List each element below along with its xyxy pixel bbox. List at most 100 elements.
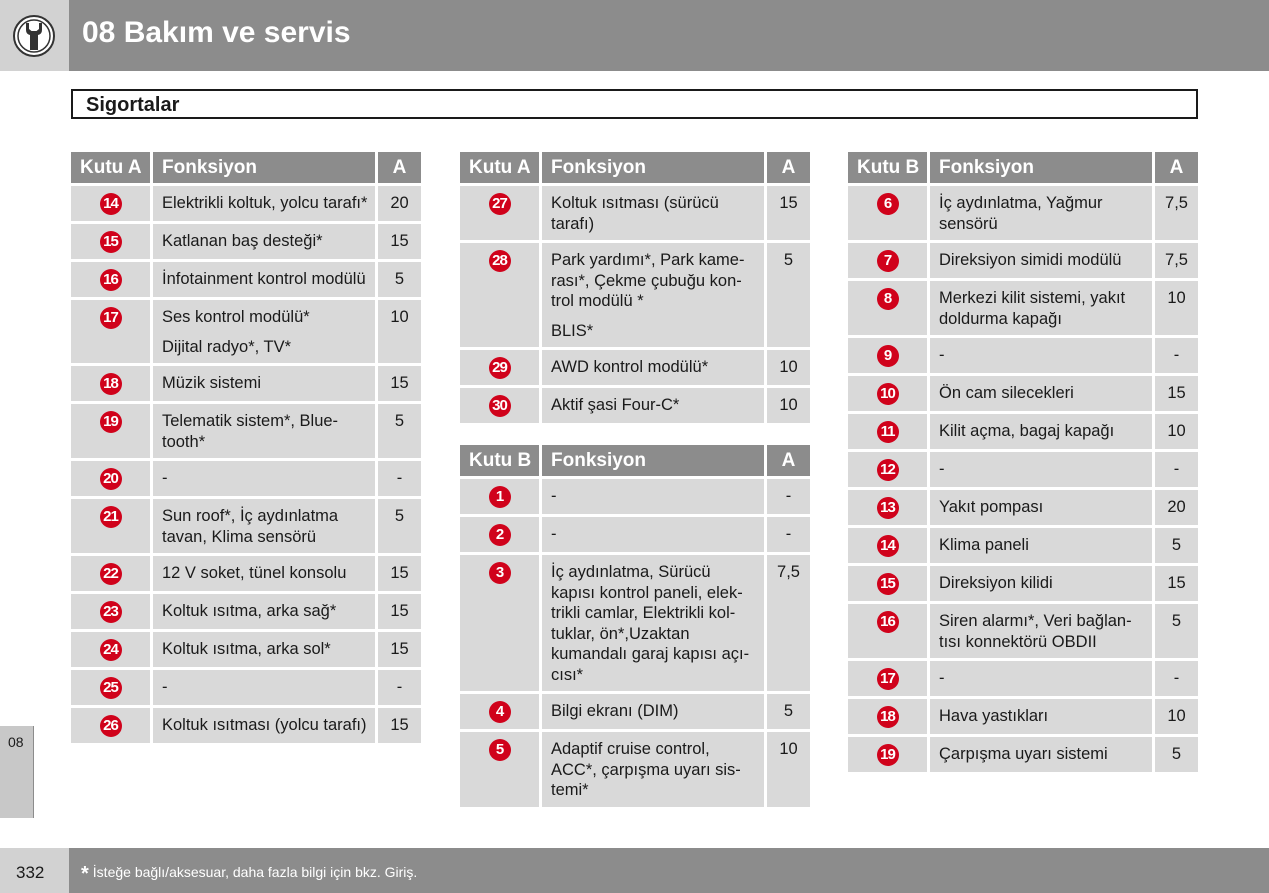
table-row: 14 Elektrikli koltuk, yolcu tarafı* 20 <box>71 186 421 221</box>
fuse-number-badge: 27 <box>488 193 511 215</box>
fuse-amperage-cell: 5 <box>1155 737 1198 772</box>
column-header-amp: A <box>378 152 421 183</box>
fuse-number-cell: 11 <box>848 414 927 449</box>
chapter-side-tab-label: 08 <box>8 734 24 750</box>
section-title: Sigortalar <box>86 94 180 116</box>
fuse-number-badge: 11 <box>876 421 899 443</box>
table-row: 18 Müzik sistemi 15 <box>71 366 421 401</box>
footnote-star: * <box>81 863 89 885</box>
table-row: 26 Koltuk ısıtması (yolcu tarafı) 15 <box>71 708 421 743</box>
table-row: 2 - - <box>460 517 810 552</box>
table-row: 13 Yakıt pompası 20 <box>848 490 1198 525</box>
fuse-function-text: Ön cam silecekleri <box>939 384 1074 402</box>
fuse-number-badge: 14 <box>876 535 899 557</box>
table-row: 24 Koltuk ısıtma, arka sol* 15 <box>71 632 421 667</box>
table-row: 16 Siren alarmı*, Veri bağlan-tısı konnek… <box>848 604 1198 658</box>
table-row: 27 Koltuk ısıtması (sürücü tarafı) 15 <box>460 186 810 240</box>
table-row: 22 12 V soket, tünel konsolu 15 <box>71 556 421 591</box>
fuse-amperage-cell: 15 <box>378 632 421 667</box>
fuse-function-text: Sun roof*, İç aydınlatma tavan, Klima se… <box>162 507 339 546</box>
fuse-amperage-cell: 15 <box>378 366 421 401</box>
fuse-number-badge: 15 <box>99 231 122 253</box>
fuse-number-cell: 10 <box>848 376 927 411</box>
fuse-amperage-cell: 5 <box>1155 528 1198 563</box>
table-row: 7 Direksiyon simidi modülü 7,5 <box>848 243 1198 278</box>
fuse-function-cell: İnfotainment kontrol modülü <box>153 262 375 297</box>
fuse-number-cell: 5 <box>460 732 539 807</box>
page-header: 08 Bakım ve servis <box>0 0 1269 71</box>
fuse-number-badge: 2 <box>488 524 511 546</box>
fuse-number-badge: 28 <box>488 250 511 272</box>
fuse-function-cell: Çarpışma uyarı sistemi <box>930 737 1152 772</box>
fuse-function-text: Katlanan baş desteği* <box>162 232 323 250</box>
chapter-side-tab: 08 <box>0 726 34 818</box>
fuse-function-cell: Sun roof*, İç aydınlatma tavan, Klima se… <box>153 499 375 553</box>
fuse-number-badge: 13 <box>876 497 899 519</box>
fuse-amperage-cell: 10 <box>1155 699 1198 734</box>
fuse-function-text: Koltuk ısıtması (yolcu tarafı) <box>162 716 367 734</box>
footer-note-text: İsteğe bağlı/aksesuar, daha fazla bilgi … <box>92 864 418 880</box>
fuse-number-badge: 17 <box>99 307 122 329</box>
fuse-function-cell: - <box>930 661 1152 696</box>
column-header-box: Kutu A <box>460 152 539 183</box>
fuse-amperage-cell: - <box>1155 661 1198 696</box>
page-number: 332 <box>16 863 45 882</box>
fuse-number-badge: 16 <box>876 611 899 633</box>
fuse-function-cell: - <box>542 517 764 552</box>
fuse-amperage-cell: 5 <box>378 404 421 458</box>
fuse-amperage-cell: - <box>767 517 810 552</box>
fuse-function-cell: Yakıt pompası <box>930 490 1152 525</box>
fuse-function-cell: Koltuk ısıtması (yolcu tarafı) <box>153 708 375 743</box>
table-row: 17 - - <box>848 661 1198 696</box>
fuse-number-cell: 15 <box>71 224 150 259</box>
fuse-number-cell: 14 <box>848 528 927 563</box>
fuse-number-badge: 24 <box>99 639 122 661</box>
section-heading-box: Sigortalar <box>71 89 1198 119</box>
fuse-number-cell: 17 <box>71 300 150 363</box>
fuse-amperage-cell: 7,5 <box>767 555 810 691</box>
fuse-number-badge: 19 <box>876 744 899 766</box>
fuse-function-text: - <box>551 525 557 543</box>
fuse-table-box-b-1: Kutu B Fonksiyon A 1- -2- -3 İç aydınlatma,… <box>457 442 813 810</box>
fuse-amperage-cell: 10 <box>378 300 421 363</box>
fuse-amperage-cell: 10 <box>767 350 810 385</box>
fuse-function-text: Elektrikli koltuk, yolcu tarafı* <box>162 194 368 212</box>
fuse-function-text: Ses kontrol modülü* <box>162 308 310 326</box>
fuse-amperage-cell: 15 <box>378 224 421 259</box>
fuse-number-badge: 3 <box>488 562 511 584</box>
fuse-function-text: İnfotainment kontrol modülü <box>162 270 366 288</box>
fuse-number-cell: 2 <box>460 517 539 552</box>
fuse-number-cell: 12 <box>848 452 927 487</box>
fuse-amperage-cell: 20 <box>378 186 421 221</box>
fuse-number-badge: 21 <box>99 506 122 528</box>
fuse-function-text: Koltuk ısıtması (sürücü tarafı) <box>551 194 719 233</box>
fuse-function-text: Müzik sistemi <box>162 374 262 392</box>
fuse-function-cell: Elektrikli koltuk, yolcu tarafı* <box>153 186 375 221</box>
fuse-function-text: - <box>939 346 945 364</box>
fuse-number-cell: 30 <box>460 388 539 423</box>
fuse-number-badge: 5 <box>488 739 511 761</box>
fuse-function-text: Kilit açma, bagaj kapağı <box>939 422 1115 440</box>
fuse-number-cell: 20 <box>71 461 150 496</box>
fuse-number-cell: 16 <box>848 604 927 658</box>
fuse-number-cell: 29 <box>460 350 539 385</box>
fuse-number-badge: 18 <box>99 373 122 395</box>
column-header-amp: A <box>1155 152 1198 183</box>
fuse-amperage-cell: - <box>1155 452 1198 487</box>
fuse-number-cell: 18 <box>848 699 927 734</box>
table-row: 1 - - <box>460 479 810 514</box>
fuse-amperage-cell: 7,5 <box>1155 243 1198 278</box>
fuse-function-text: AWD kontrol modülü* <box>551 358 709 376</box>
fuse-function-text: Siren alarmı*, Veri bağlan-tısı konnektö… <box>939 612 1132 651</box>
table-row: 4 Bilgi ekranı (DIM) 5 <box>460 694 810 729</box>
table-row: 15 Direksiyon kilidi 15 <box>848 566 1198 601</box>
fuse-number-badge: 10 <box>876 383 899 405</box>
fuse-number-badge: 12 <box>876 459 899 481</box>
fuse-function-text: Hava yastıkları <box>939 707 1049 725</box>
table-row: 12 - - <box>848 452 1198 487</box>
fuse-function-text: Direksiyon kilidi <box>939 574 1053 592</box>
fuse-number-cell: 9 <box>848 338 927 373</box>
fuse-function-cell: Direksiyon simidi modülü <box>930 243 1152 278</box>
fuse-function-cell: Park yardımı*, Park kame-rası*, Çekme çu… <box>542 243 764 347</box>
fuse-number-cell: 4 <box>460 694 539 729</box>
